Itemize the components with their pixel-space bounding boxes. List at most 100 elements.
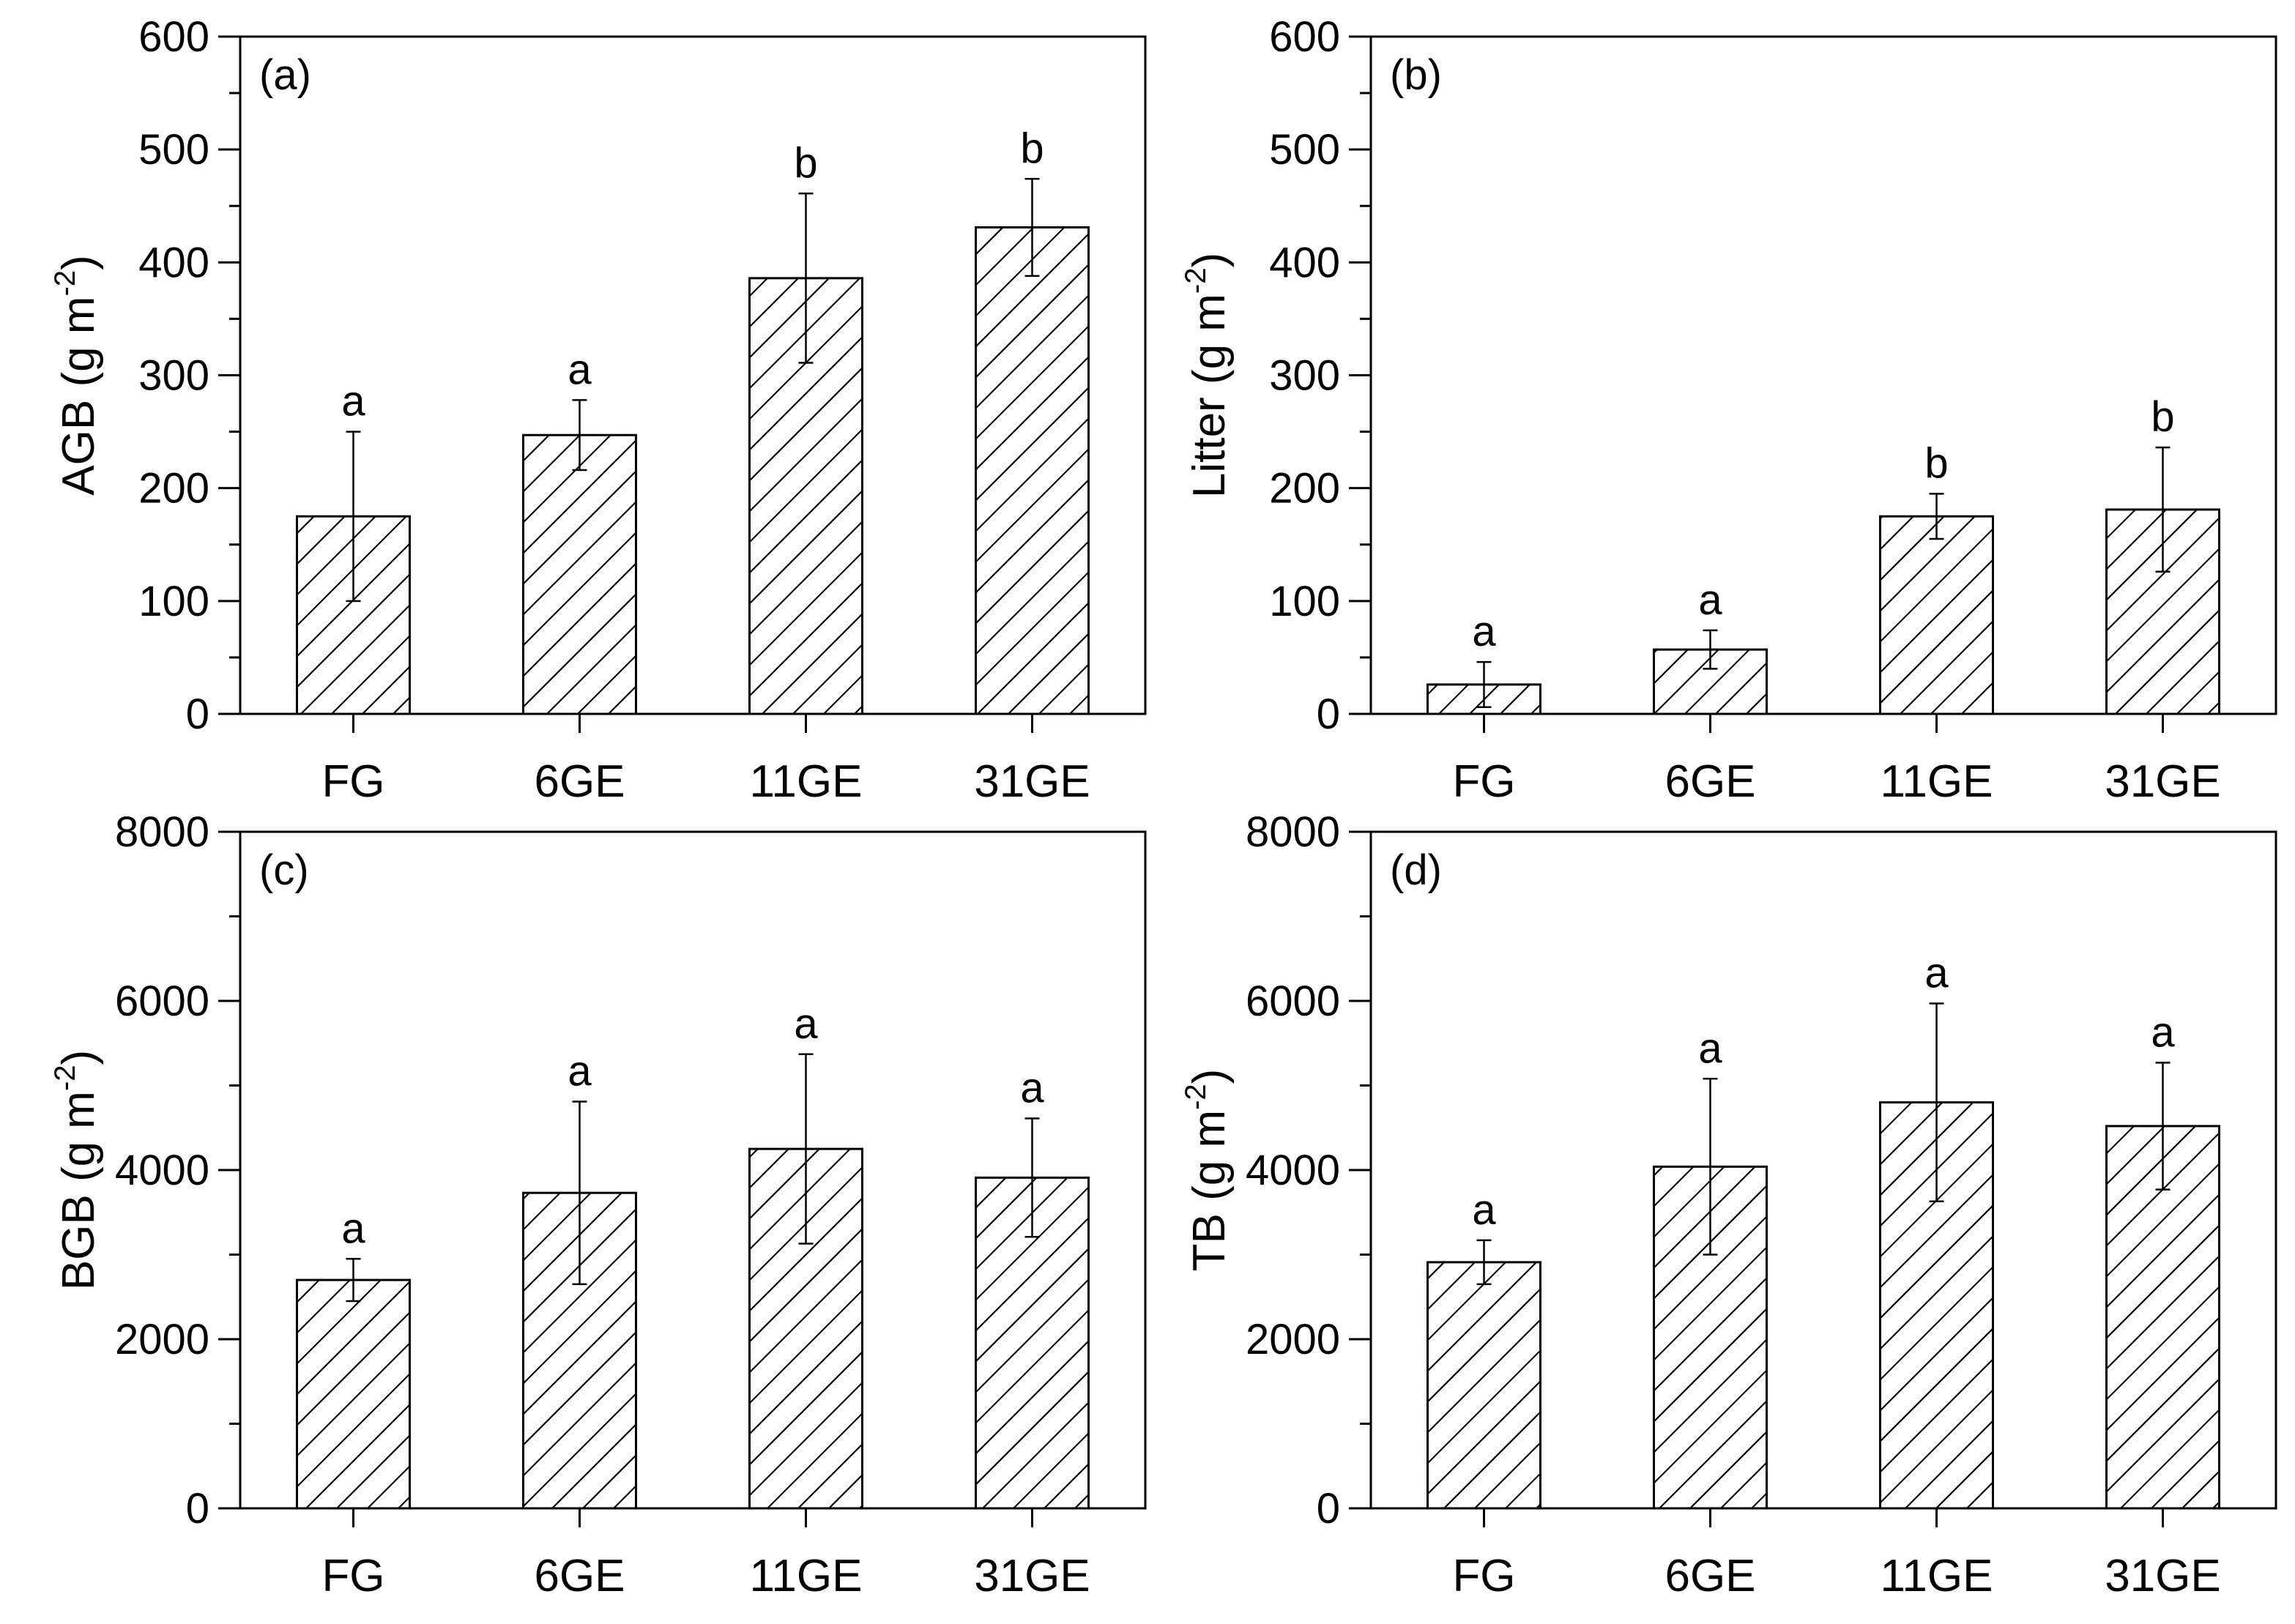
x-tick-label: FG [321, 1551, 384, 1601]
significance-letter: a [568, 346, 592, 393]
y-tick-label: 600 [138, 13, 209, 61]
error-bar-31GE [1024, 1117, 1040, 1238]
y-tick-label: 4000 [115, 1147, 209, 1194]
plot-frame [239, 830, 1147, 1510]
error-bar-FG [1476, 1239, 1492, 1286]
x-tick-label: 11GE [1881, 756, 1993, 807]
error-bar-FG [346, 1258, 361, 1303]
chart-panel-1: 0 100 200 300 400 500 600 a FG a 6GE b 11GE b 31GE (b) L… [1180, 13, 2277, 807]
y-tick-label: 4000 [1246, 1147, 1340, 1194]
y-axis-label-text: TB (g m [1184, 1110, 1235, 1271]
bar-FG [1427, 1261, 1541, 1510]
y-axis-label: BGB (g m-2) [49, 1050, 104, 1290]
significance-letter: b [1924, 439, 1948, 487]
error-bar-6GE [1703, 629, 1718, 670]
y-tick-label: 100 [1269, 578, 1340, 625]
y-tick-label: 6000 [115, 977, 209, 1025]
panel-label: (d) [1390, 846, 1442, 894]
significance-letter: b [2151, 393, 2174, 441]
y-axis-label-superscript: -2 [1180, 1084, 1212, 1110]
y-tick-label: 400 [138, 239, 209, 286]
y-tick-label: 200 [138, 465, 209, 513]
error-bar-FG [346, 431, 361, 603]
y-axis-label: Litter (g m-2) [1180, 253, 1235, 498]
x-tick-label: 31GE [974, 1551, 1090, 1601]
error-bar-6GE [1703, 1078, 1718, 1256]
error-bar-11GE [798, 1053, 814, 1245]
y-tick-label: 400 [1269, 239, 1340, 286]
y-axis-label-superscript: -2 [1180, 268, 1212, 294]
y-axis-label-text: AGB (g m [53, 297, 104, 496]
chart-panel-0: 0 100 200 300 400 500 600 a FG a 6GE b 11GE b 31GE (a) A… [49, 13, 1147, 807]
y-tick-label: 0 [186, 1485, 209, 1532]
error-bar-31GE [2155, 446, 2171, 573]
x-tick-label: 11GE [1881, 1551, 1993, 1601]
error-bar-11GE [798, 193, 814, 364]
bar-6GE [522, 433, 637, 715]
significance-letter: a [1698, 576, 1722, 624]
y-axis-label-close: ) [1184, 1069, 1235, 1084]
x-tick-label: 31GE [974, 756, 1090, 807]
significance-letter: a [794, 1000, 818, 1048]
x-tick-label: 6GE [1664, 1551, 1755, 1601]
significance-letter: a [1698, 1024, 1722, 1072]
error-bar-31GE [2155, 1062, 2171, 1191]
y-tick-label: 6000 [1246, 977, 1340, 1025]
y-axis-label-close: ) [53, 255, 104, 270]
y-tick-label: 0 [1317, 1485, 1340, 1532]
significance-letter: b [794, 139, 817, 187]
x-tick-label: 11GE [750, 756, 863, 807]
bar-FG [296, 1278, 411, 1510]
y-tick-label: 100 [138, 578, 209, 625]
y-axis-label-close: ) [53, 1050, 104, 1065]
y-axis-label-close: ) [1184, 253, 1235, 268]
x-tick-label: FG [321, 756, 384, 807]
significance-letter: a [1472, 608, 1496, 655]
y-tick-label: 2000 [115, 1316, 209, 1363]
significance-letter: a [1924, 949, 1949, 997]
plot-frame [1369, 35, 2277, 715]
y-axis-label: AGB (g m-2) [49, 255, 104, 495]
plot-frame [1369, 830, 2277, 1510]
x-tick-label: 11GE [750, 1551, 863, 1601]
significance-letter: a [2151, 1008, 2175, 1056]
significance-letter: a [1472, 1186, 1496, 1234]
x-tick-label: FG [1452, 756, 1515, 807]
significance-letter: a [341, 378, 365, 425]
error-bar-11GE [1929, 493, 1944, 540]
x-tick-label: 31GE [2105, 756, 2221, 807]
panel-label: (a) [259, 51, 311, 99]
y-tick-label: 500 [138, 126, 209, 174]
y-tick-label: 0 [186, 690, 209, 738]
error-bar-11GE [1929, 1002, 1944, 1202]
y-axis-label-text: Litter (g m [1184, 294, 1235, 498]
significance-letter: a [341, 1204, 365, 1252]
panel-label: (c) [259, 846, 309, 894]
chart-panel-2: 0 2000 4000 6000 8000 a FG a 6GE a 11GE a 31GE (c) BGB… [49, 808, 1147, 1601]
chart-panel-3: 0 2000 4000 6000 8000 a FG a 6GE a 11GE a 31GE (d) TB … [1180, 808, 2277, 1601]
y-tick-label: 8000 [1246, 808, 1340, 856]
y-axis-label-superscript: -2 [49, 270, 81, 297]
significance-letter: a [1020, 1065, 1044, 1112]
significance-letter: a [568, 1047, 592, 1095]
error-bar-6GE [572, 1100, 587, 1286]
y-tick-label: 600 [1269, 13, 1340, 61]
bar-31GE [975, 226, 1090, 715]
y-tick-label: 300 [1269, 352, 1340, 400]
x-tick-label: 6GE [534, 756, 625, 807]
y-axis-label-text: BGB (g m [53, 1091, 104, 1290]
x-tick-label: FG [1452, 1551, 1515, 1601]
y-tick-label: 8000 [115, 808, 209, 856]
x-tick-label: 6GE [534, 1551, 625, 1601]
plot-frame [239, 35, 1147, 715]
y-axis-label-superscript: -2 [49, 1065, 81, 1091]
error-bar-FG [1476, 660, 1492, 708]
y-tick-label: 200 [1269, 465, 1340, 513]
y-tick-label: 300 [138, 352, 209, 400]
x-tick-label: 31GE [2105, 1551, 2221, 1601]
y-axis-label: TB (g m-2) [1180, 1069, 1235, 1272]
bar-11GE [1879, 515, 1994, 715]
y-tick-label: 500 [1269, 126, 1340, 174]
significance-letter: b [1020, 124, 1044, 172]
